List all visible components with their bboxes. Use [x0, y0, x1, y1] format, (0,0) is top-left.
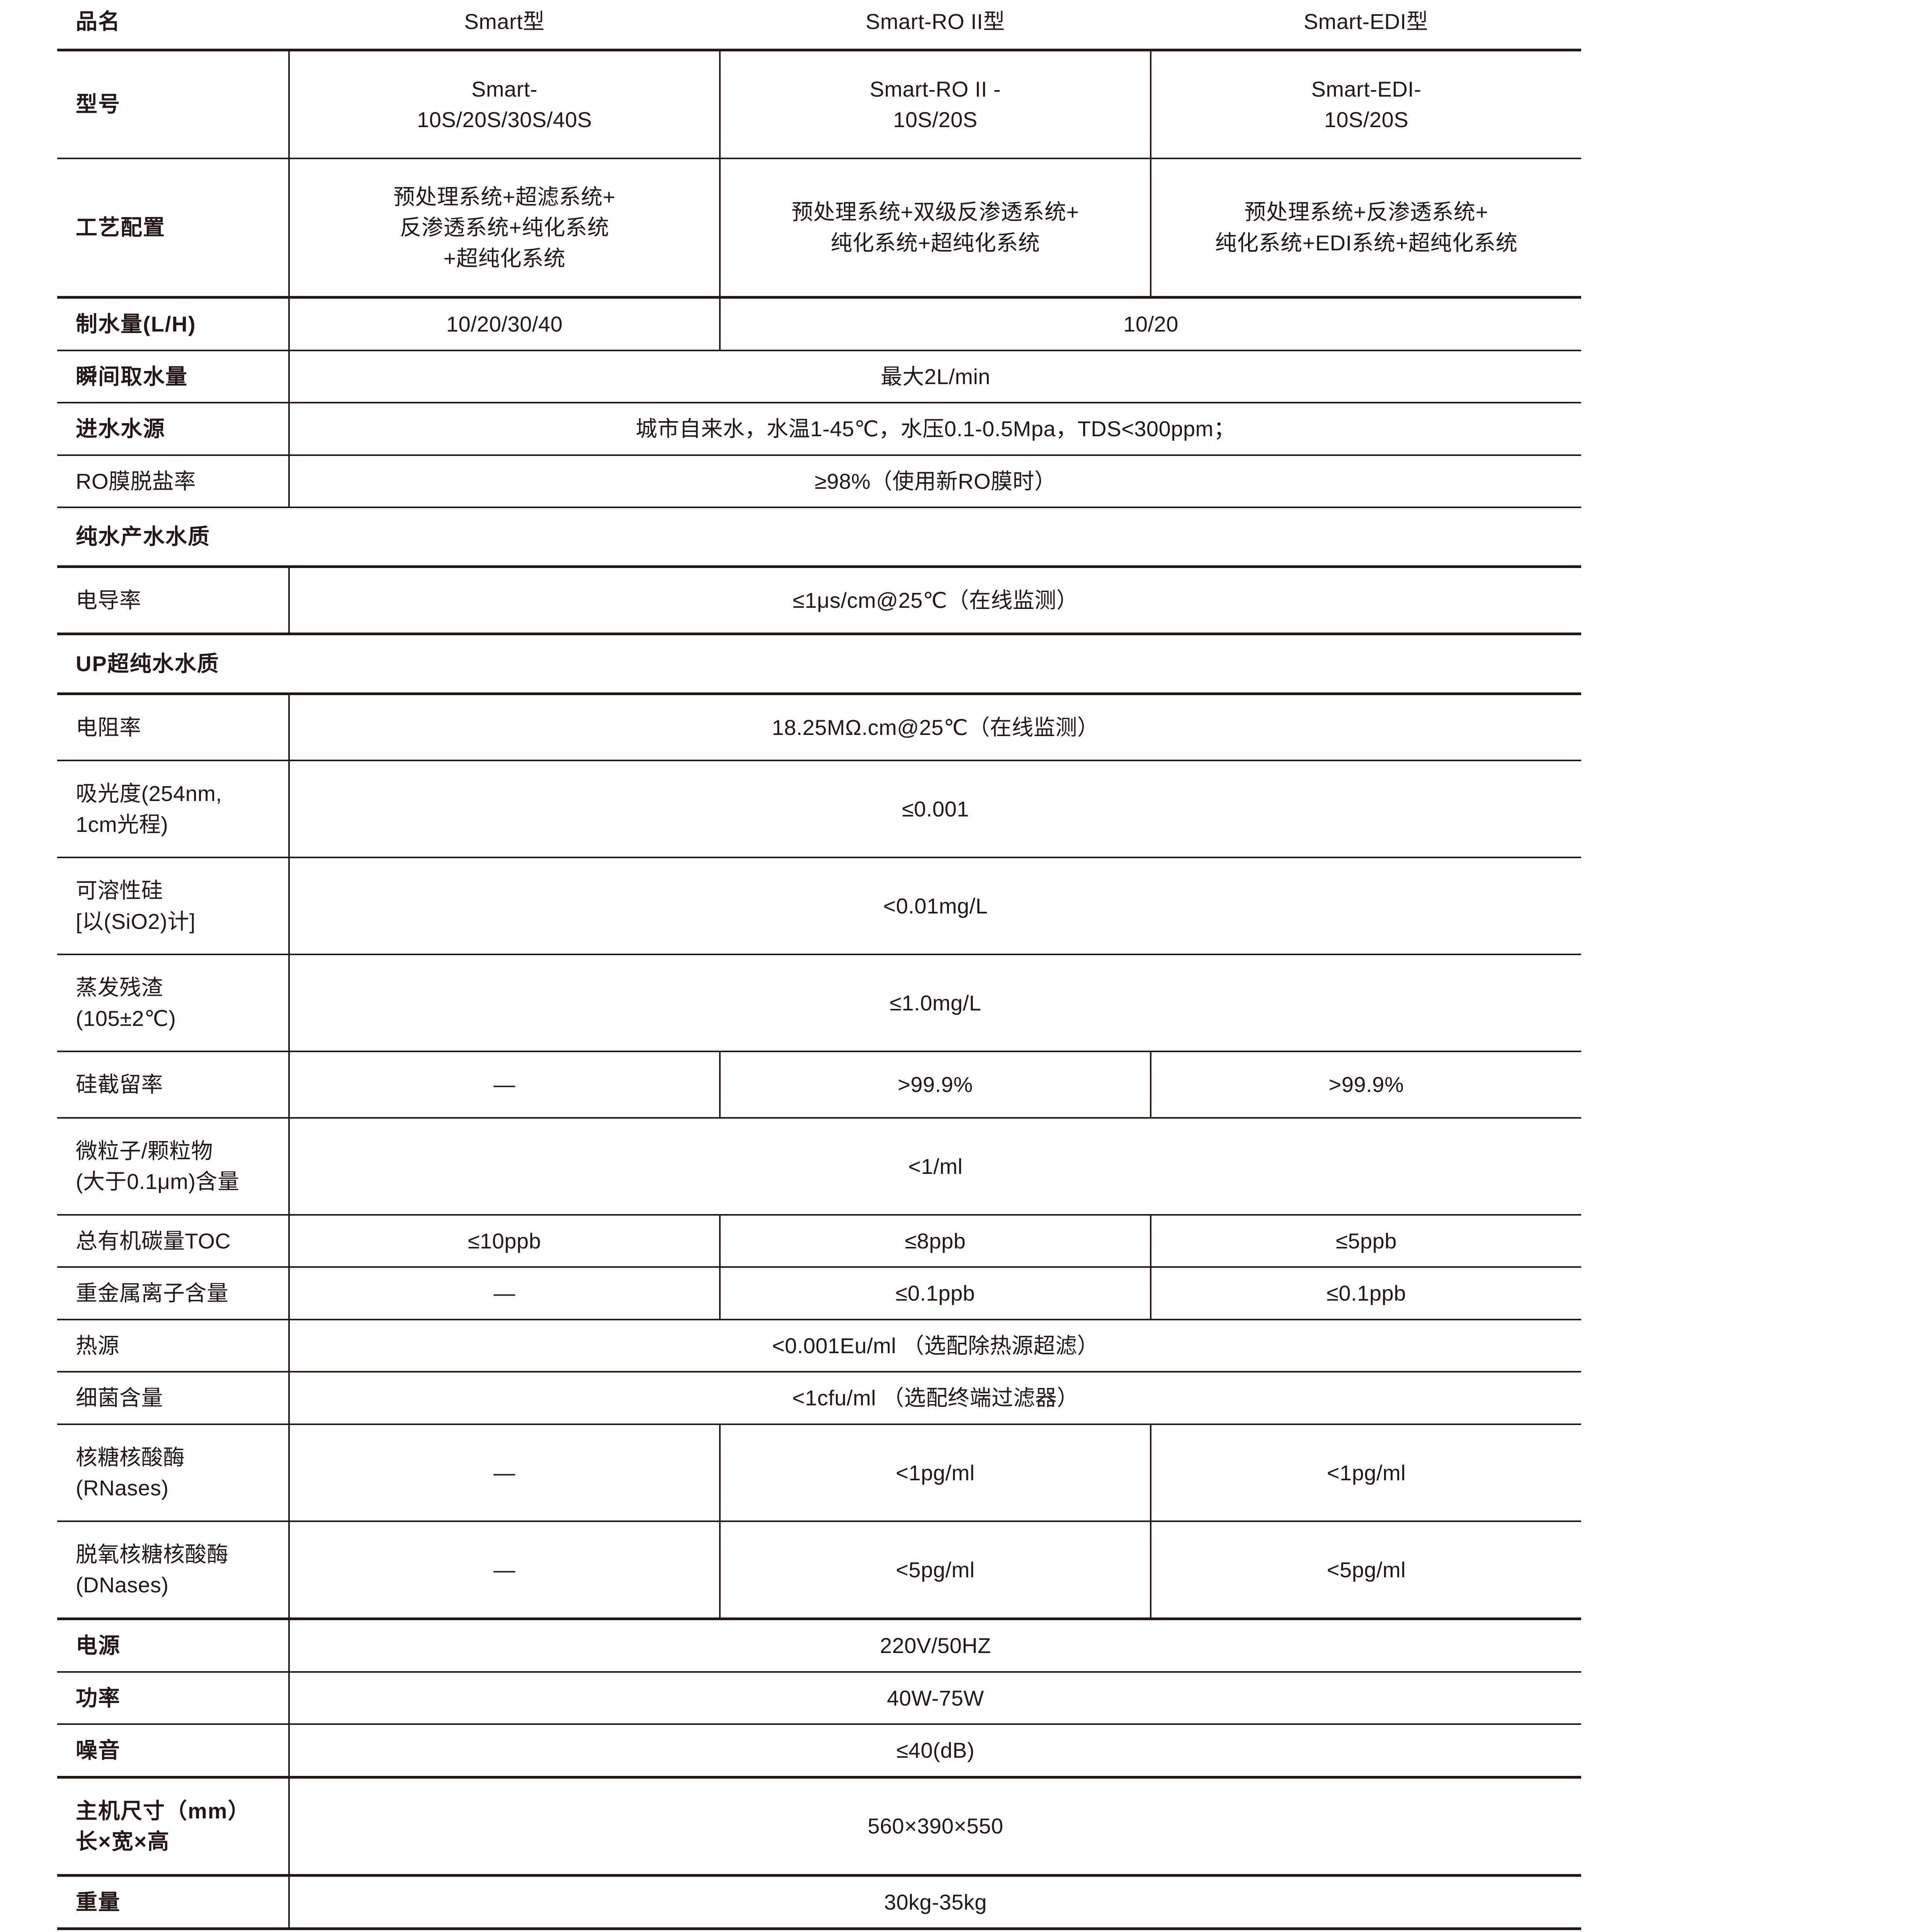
table-row-bacteria: 细菌含量 <1cfu/ml （选配终端过滤器） — [57, 1371, 1581, 1424]
cell-noise: ≤40(dB) — [288, 1723, 1581, 1777]
cell-power-supply: 220V/50HZ — [288, 1617, 1581, 1672]
row-label-heavy-metal-ions: 重金属离子含量 — [57, 1266, 289, 1320]
row-label-silica-retention: 硅截留率 — [57, 1051, 289, 1118]
row-label-ro-rejection: RO膜脱盐率 — [57, 454, 289, 508]
table-row-conductivity: 电导率 ≤1μs/cm@25℃（在线监测） — [57, 565, 1581, 634]
cell-ro-rejection: ≥98%（使用新RO膜时） — [288, 454, 1581, 508]
cell-heavy-metal-smart: — — [288, 1266, 720, 1320]
cell-dimensions: 560×390×550 — [288, 1776, 1581, 1876]
row-label-evaporation-residue: 蒸发残渣 (105±2℃) — [57, 954, 289, 1052]
table-row-particles: 微粒子/颗粒物 (大于0.1μm)含量 <1/ml — [57, 1117, 1581, 1215]
row-label-weight: 重量 — [57, 1874, 289, 1930]
table-row-heavy-metal-ions: 重金属离子含量 — ≤0.1ppb ≤0.1ppb — [57, 1266, 1581, 1320]
cell-process-config-smart: 预处理系统+超滤系统+ 反渗透系统+纯化系统 +超纯化系统 — [288, 157, 720, 298]
table-row-ro-rejection: RO膜脱盐率 ≥98%（使用新RO膜时） — [57, 454, 1581, 508]
table-row-power-supply: 电源 220V/50HZ — [57, 1617, 1581, 1672]
row-label-feed-water: 进水水源 — [57, 402, 289, 455]
cell-water-output-merged: 10/20 — [719, 296, 1581, 350]
cell-absorbance: ≤0.001 — [288, 760, 1581, 858]
row-label-water-output: 制水量(L/H) — [57, 296, 289, 350]
cell-process-config-edi: 预处理系统+反渗透系统+ 纯化系统+EDI系统+超纯化系统 — [1150, 157, 1581, 298]
table-row-instant-draw: 瞬间取水量 最大2L/min — [57, 349, 1581, 403]
section-band-pure-water-label: 纯水产水水质 — [57, 507, 1581, 567]
row-label-pyrogen: 热源 — [57, 1318, 289, 1372]
cell-resistivity: 18.25MΩ.cm@25℃（在线监测） — [288, 692, 1581, 761]
cell-pyrogen: <0.001Eu/ml （选配除热源超滤） — [288, 1318, 1581, 1372]
cell-feed-water: 城市自来水，水温1-45℃，水压0.1-0.5Mpa，TDS<300ppm； — [288, 402, 1581, 455]
row-label-absorbance: 吸光度(254nm, 1cm光程) — [57, 760, 289, 858]
cell-water-output-smart: 10/20/30/40 — [288, 296, 720, 350]
row-label-toc: 总有机碳量TOC — [57, 1214, 289, 1267]
table-row-evaporation-residue: 蒸发残渣 (105±2℃) ≤1.0mg/L — [57, 954, 1581, 1052]
table-row-silica-retention: 硅截留率 — >99.9% >99.9% — [57, 1051, 1581, 1118]
row-label-dimensions: 主机尺寸（mm） 长×宽×高 — [57, 1776, 289, 1876]
table-row-dnases: 脱氧核糖核酸酶 (DNases) — <5pg/ml <5pg/ml — [57, 1520, 1581, 1619]
cell-toc-smart: ≤10ppb — [288, 1214, 720, 1267]
table-row-resistivity: 电阻率 18.25MΩ.cm@25℃（在线监测） — [57, 692, 1581, 761]
model-name-smart: Smart型 — [464, 9, 545, 34]
section-band-up-water: UP超纯水水质 — [57, 633, 1581, 694]
cell-rnases-ro2: <1pg/ml — [719, 1423, 1151, 1521]
row-label-soluble-silica: 可溶性硅 [以(SiO2)计] — [57, 857, 289, 955]
cell-process-config-ro2: 预处理系统+双级反渗透系统+ 纯化系统+超纯化系统 — [719, 157, 1151, 298]
cell-silica-retention-edi: >99.9% — [1150, 1051, 1581, 1118]
table-row-rnases: 核糖核酸酶 (RNases) — <1pg/ml <1pg/ml — [57, 1423, 1581, 1521]
row-label-bacteria: 细菌含量 — [57, 1371, 289, 1424]
table-row-pyrogen: 热源 <0.001Eu/ml （选配除热源超滤） — [57, 1318, 1581, 1372]
table-row-dimensions: 主机尺寸（mm） 长×宽×高 560×390×550 — [57, 1776, 1581, 1876]
cell-toc-ro2: ≤8ppb — [719, 1214, 1151, 1267]
cell-model-no-ro2: Smart-RO II - 10S/20S — [719, 48, 1151, 158]
cell-silica-retention-ro2: >99.9% — [719, 1051, 1151, 1118]
cell-particles: <1/ml — [288, 1117, 1581, 1215]
cell-model-no-smart: Smart- 10S/20S/30S/40S — [288, 48, 720, 158]
table-row-feed-water: 进水水源 城市自来水，水温1-45℃，水压0.1-0.5Mpa，TDS<300p… — [57, 402, 1581, 455]
row-label-noise: 噪音 — [57, 1723, 289, 1777]
table-row-noise: 噪音 ≤40(dB) — [57, 1723, 1581, 1777]
cell-weight: 30kg-35kg — [288, 1874, 1581, 1930]
cell-rnases-edi: <1pg/ml — [1150, 1423, 1581, 1521]
row-label-dnases: 脱氧核糖核酸酶 (DNases) — [57, 1520, 289, 1619]
cell-model-no-edi: Smart-EDI- 10S/20S — [1150, 48, 1581, 158]
table-row-weight: 重量 30kg-35kg — [57, 1874, 1581, 1930]
column-header-label: 品名 — [76, 9, 121, 34]
table-row-header: 品名 Smart型 Smart-RO II型 Smart-EDI型 — [57, 0, 1581, 50]
model-name-smart-ro2: Smart-RO II型 — [866, 9, 1005, 34]
table-row-soluble-silica: 可溶性硅 [以(SiO2)计] <0.01mg/L — [57, 857, 1581, 955]
section-band-up-water-label: UP超纯水水质 — [57, 633, 1581, 694]
cell-dnases-ro2: <5pg/ml — [719, 1520, 1151, 1619]
row-label-conductivity: 电导率 — [57, 565, 289, 634]
row-label-resistivity: 电阻率 — [57, 692, 289, 761]
table-row-process-config: 工艺配置 预处理系统+超滤系统+ 反渗透系统+纯化系统 +超纯化系统 预处理系统… — [57, 157, 1581, 298]
table-row-power: 功率 40W-75W — [57, 1671, 1581, 1725]
section-band-pure-water: 纯水产水水质 — [57, 507, 1581, 567]
row-label-power-supply: 电源 — [57, 1617, 289, 1672]
cell-silica-retention-smart: — — [288, 1051, 720, 1118]
cell-heavy-metal-edi: ≤0.1ppb — [1150, 1266, 1581, 1320]
cell-conductivity: ≤1μs/cm@25℃（在线监测） — [288, 565, 1581, 634]
model-name-smart-edi: Smart-EDI型 — [1303, 9, 1429, 34]
row-label-particles: 微粒子/颗粒物 (大于0.1μm)含量 — [57, 1117, 289, 1215]
cell-toc-edi: ≤5ppb — [1150, 1214, 1581, 1267]
cell-instant-draw: 最大2L/min — [288, 349, 1581, 403]
cell-soluble-silica: <0.01mg/L — [288, 857, 1581, 955]
cell-dnases-smart: — — [288, 1520, 720, 1619]
row-label-rnases: 核糖核酸酶 (RNases) — [57, 1423, 289, 1521]
row-label-instant-draw: 瞬间取水量 — [57, 349, 289, 403]
cell-bacteria: <1cfu/ml （选配终端过滤器） — [288, 1371, 1581, 1424]
cell-power: 40W-75W — [288, 1671, 1581, 1725]
table-row-absorbance: 吸光度(254nm, 1cm光程) ≤0.001 — [57, 760, 1581, 858]
cell-evaporation-residue: ≤1.0mg/L — [288, 954, 1581, 1052]
cell-rnases-smart: — — [288, 1423, 720, 1521]
row-label-model-no: 型号 — [57, 48, 289, 158]
specification-table: 品名 Smart型 Smart-RO II型 Smart-EDI型 型号 Sma… — [57, 0, 1581, 1930]
cell-heavy-metal-ro2: ≤0.1ppb — [719, 1266, 1151, 1320]
table-row-toc: 总有机碳量TOC ≤10ppb ≤8ppb ≤5ppb — [57, 1214, 1581, 1267]
row-label-process-config: 工艺配置 — [57, 157, 289, 298]
row-label-power: 功率 — [57, 1671, 289, 1725]
table-row-water-output: 制水量(L/H) 10/20/30/40 10/20 — [57, 296, 1581, 350]
table-row-model-no: 型号 Smart- 10S/20S/30S/40S Smart-RO II - … — [57, 48, 1581, 158]
cell-dnases-edi: <5pg/ml — [1150, 1520, 1581, 1619]
table-body: 品名 Smart型 Smart-RO II型 Smart-EDI型 型号 Sma… — [57, 0, 1581, 1930]
